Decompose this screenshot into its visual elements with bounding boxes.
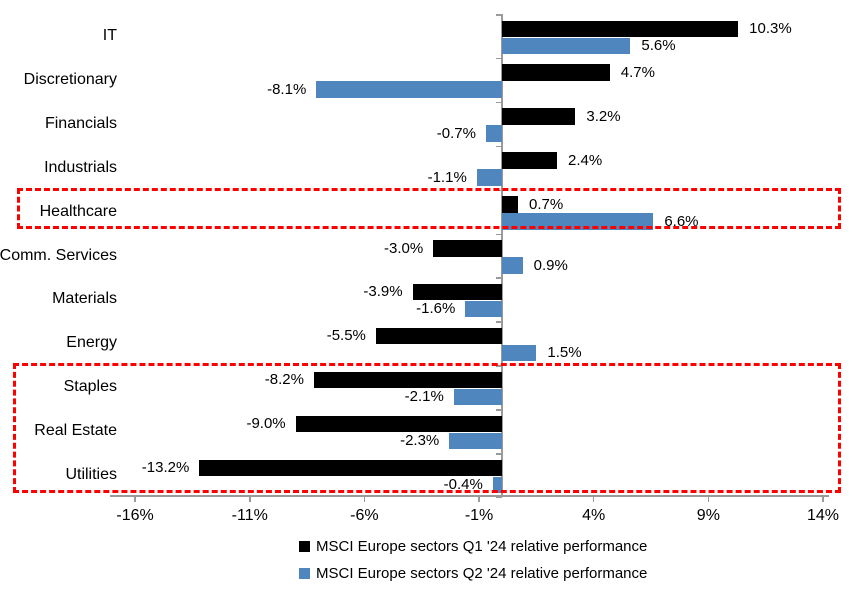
category-label: IT xyxy=(102,27,117,44)
data-label: 1.5% xyxy=(547,344,582,362)
category-label: Discretionary xyxy=(23,70,117,88)
bar-q2-healthcare xyxy=(502,213,654,230)
data-label: 6.6% xyxy=(664,212,699,230)
y-axis-tick xyxy=(496,145,502,148)
x-axis-tick xyxy=(707,495,710,503)
y-axis-tick xyxy=(496,453,502,455)
bar-q1-discretionary xyxy=(502,64,610,81)
x-axis-tick-label: -11% xyxy=(231,507,268,524)
legend-swatch-q2-icon xyxy=(299,568,310,579)
data-label: 0.9% xyxy=(533,256,568,274)
category-label: Comm. Services xyxy=(0,246,117,264)
bar-q1-real-estate xyxy=(295,415,502,433)
data-label: -2.1% xyxy=(404,388,444,406)
bar-q2-staples xyxy=(453,388,502,406)
x-axis-tick-label: 14% xyxy=(807,507,840,524)
bar-q2-it xyxy=(502,37,631,54)
x-axis-tick-label: 9% xyxy=(696,507,720,524)
data-label: -8.2% xyxy=(264,371,304,389)
x-axis-tick xyxy=(478,495,480,503)
legend-item-q1: MSCI Europe sectors Q1 '24 relative perf… xyxy=(299,536,647,557)
bar-q2-comm-services xyxy=(502,257,523,274)
y-axis-tick xyxy=(496,189,502,192)
legend-label-q1: MSCI Europe sectors Q1 '24 relative perf… xyxy=(316,538,648,555)
category-label: Materials xyxy=(52,290,117,308)
x-axis-tick-label: -1% xyxy=(464,507,494,524)
data-label: -0.4% xyxy=(443,476,483,493)
legend-swatch-q1-icon xyxy=(299,541,310,552)
x-axis-tick xyxy=(249,495,251,503)
x-axis-tick-label: -16% xyxy=(116,507,154,524)
data-label: -5.5% xyxy=(326,327,366,345)
highlight-box xyxy=(17,187,841,230)
data-label: 4.7% xyxy=(620,63,655,81)
data-label: -13.2% xyxy=(141,459,190,476)
bar-q2-industrials xyxy=(476,169,502,186)
data-label: 10.3% xyxy=(749,20,792,37)
bar-q1-materials xyxy=(412,283,502,301)
category-label: Energy xyxy=(66,334,117,352)
category-label: Utilities xyxy=(65,466,117,483)
legend-item-q2: MSCI Europe sectors Q2 '24 relative perf… xyxy=(299,563,647,584)
data-label: -3.0% xyxy=(384,239,424,257)
data-label: -9.0% xyxy=(246,415,286,433)
x-axis-tick-label: 4% xyxy=(582,507,606,524)
x-axis-line xyxy=(110,495,829,498)
y-axis-tick xyxy=(496,233,502,235)
bar-q2-utilities xyxy=(492,476,502,493)
data-label: -8.1% xyxy=(267,80,307,98)
bar-q2-energy xyxy=(502,344,537,362)
y-axis-tick xyxy=(496,57,502,60)
bar-q2-discretionary xyxy=(316,81,502,98)
data-label: -1.1% xyxy=(427,168,467,186)
bar-q1-energy xyxy=(375,327,502,345)
x-axis-tick xyxy=(363,495,366,503)
y-axis-line xyxy=(501,14,503,498)
bar-q1-healthcare xyxy=(502,196,519,213)
data-label: 3.2% xyxy=(586,107,621,125)
y-axis-tick xyxy=(496,496,502,499)
y-axis-tick xyxy=(496,409,502,411)
legend-label-q2: MSCI Europe sectors Q2 '24 relative perf… xyxy=(316,565,648,582)
data-label: -0.7% xyxy=(436,124,476,142)
bar-q1-utilities xyxy=(199,459,502,476)
bar-q1-it xyxy=(502,20,739,37)
data-label: 0.7% xyxy=(529,195,564,213)
bar-q1-financials xyxy=(502,108,576,125)
y-axis-tick xyxy=(496,101,502,104)
bar-q1-comm-services xyxy=(433,240,502,257)
category-label: Real Estate xyxy=(34,422,117,440)
category-label: Healthcare xyxy=(39,202,117,220)
bar-q2-materials xyxy=(465,300,502,318)
y-axis-tick xyxy=(496,14,502,16)
x-axis-tick-label: -6% xyxy=(350,507,379,524)
data-label: 2.4% xyxy=(568,151,603,169)
data-label: -2.3% xyxy=(400,432,440,450)
x-axis-tick xyxy=(822,495,824,503)
data-label: -1.6% xyxy=(416,300,456,318)
y-axis-tick xyxy=(496,277,502,279)
data-label: 5.6% xyxy=(641,37,676,54)
bar-q2-financials xyxy=(485,125,502,142)
category-label: Financials xyxy=(44,114,117,132)
bar-q1-industrials xyxy=(502,152,558,169)
x-axis-tick xyxy=(592,495,595,503)
y-axis-tick xyxy=(496,365,502,367)
x-axis-tick xyxy=(134,495,136,503)
bar-q2-real-estate xyxy=(449,432,502,450)
data-label: -3.9% xyxy=(363,283,403,301)
y-axis-tick xyxy=(496,321,502,323)
bar-q1-staples xyxy=(313,371,502,389)
category-label: Staples xyxy=(63,378,117,396)
category-label: Industrials xyxy=(44,158,117,176)
legend: MSCI Europe sectors Q1 '24 relative perf… xyxy=(299,536,647,590)
